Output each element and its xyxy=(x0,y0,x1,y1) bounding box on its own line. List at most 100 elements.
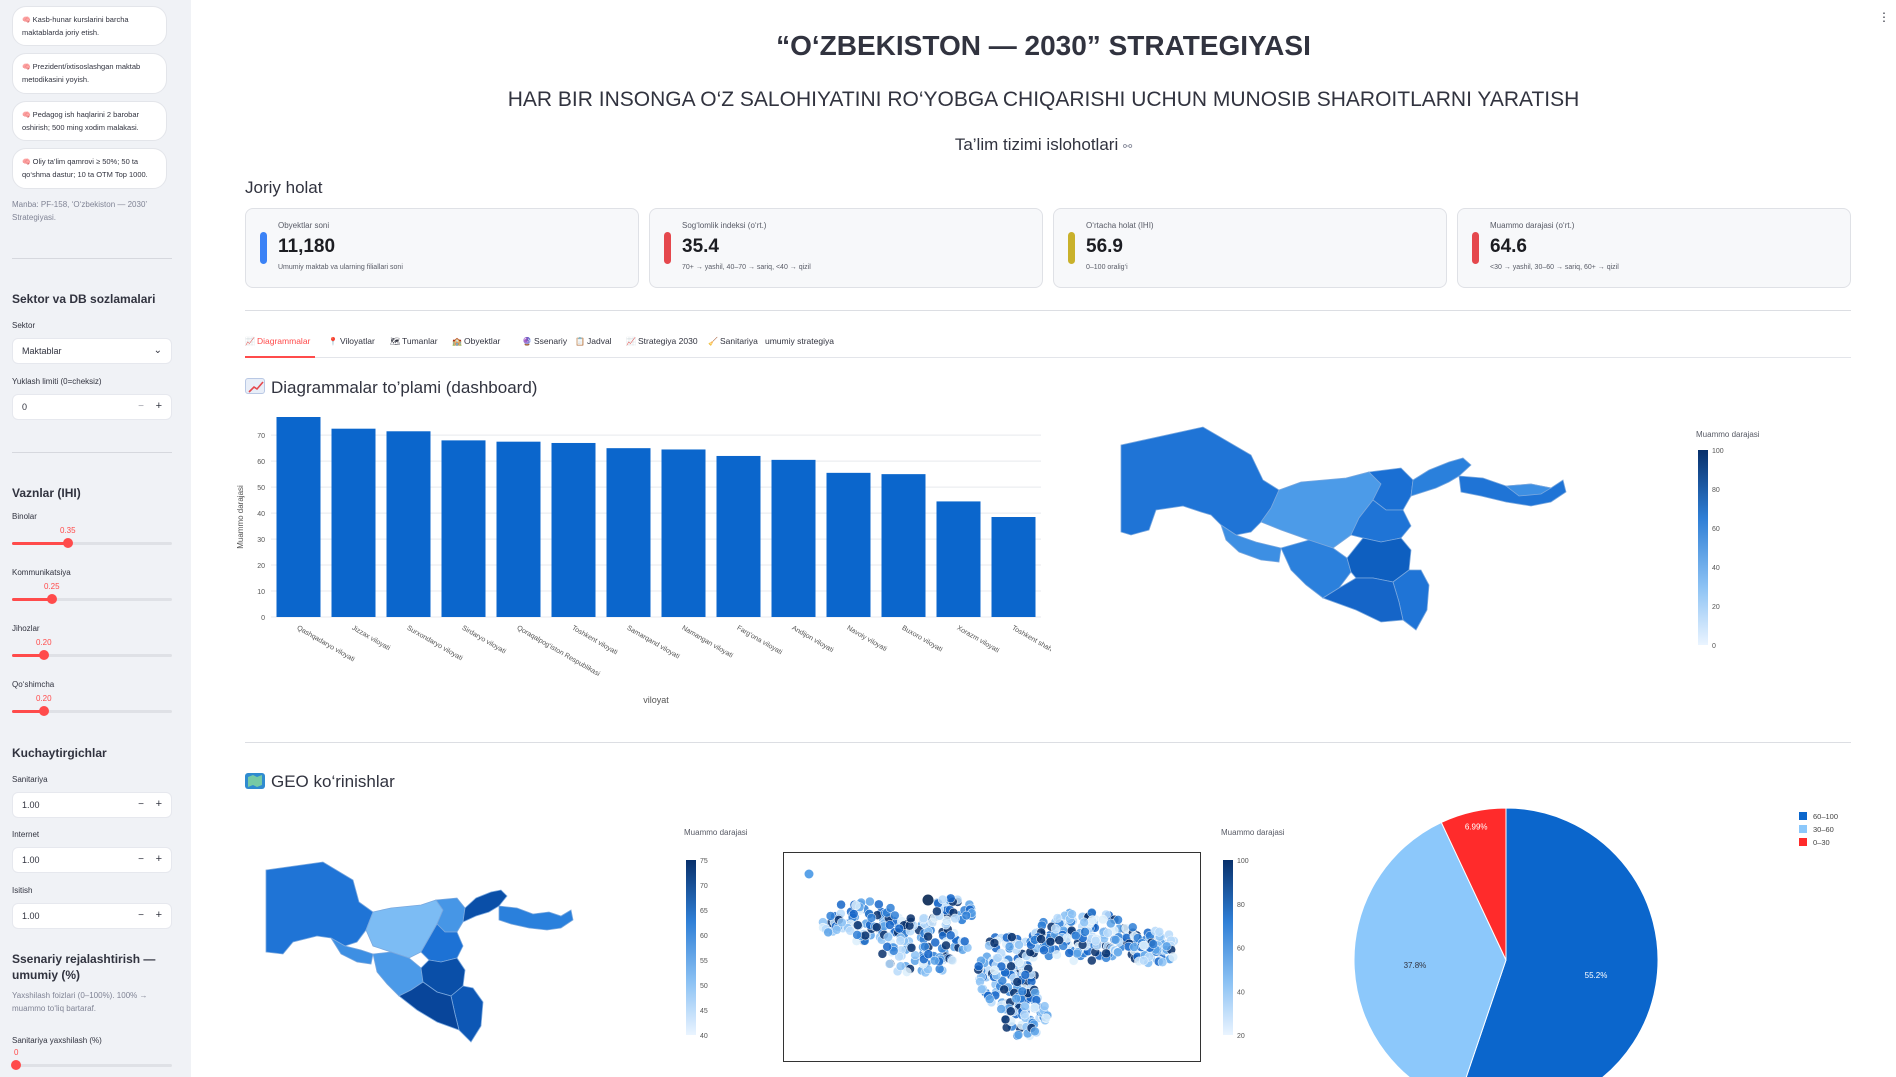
districts-choropleth-map[interactable] xyxy=(261,850,601,1070)
school-point xyxy=(860,930,870,941)
slider-thumb[interactable] xyxy=(47,594,57,604)
colorbar-tick: 20 xyxy=(1712,604,1720,611)
sidebar: 🧠 Kasb-hunar kurslarini barcha maktablar… xyxy=(0,0,191,1077)
school-point xyxy=(823,927,833,938)
dashboard-heading-text: Diagrammalar to’plami (dashboard) xyxy=(271,378,538,397)
bar[interactable] xyxy=(826,472,871,617)
school-point xyxy=(1030,1026,1040,1037)
bar[interactable] xyxy=(991,517,1036,617)
bar[interactable] xyxy=(606,448,651,617)
divider xyxy=(245,742,1851,743)
school-point xyxy=(851,900,861,911)
school-point xyxy=(961,910,972,921)
tab-ssenariy[interactable]: 🔮 Ssenariy xyxy=(522,336,567,346)
school-point xyxy=(1098,914,1108,925)
bar[interactable] xyxy=(496,441,541,617)
bar[interactable] xyxy=(551,442,596,617)
slider-thumb[interactable] xyxy=(63,538,73,548)
kpi-note: Umumiy maktab va ularning filiallari son… xyxy=(278,264,403,271)
tab-obyektlar[interactable]: 🏫 Obyektlar xyxy=(452,336,500,346)
bar[interactable] xyxy=(386,431,431,617)
limit-input-value: 0 xyxy=(22,402,28,412)
school-point xyxy=(1101,948,1111,959)
bar[interactable] xyxy=(441,440,486,617)
tab-strategiya-2030[interactable]: 📈 Strategiya 2030 xyxy=(626,336,698,346)
tab-umumiy-strategiya[interactable]: umumiy strategiya xyxy=(765,336,834,346)
school-point xyxy=(1071,930,1081,941)
increment-button[interactable]: + xyxy=(155,400,162,412)
bar[interactable] xyxy=(716,455,761,617)
weight-slider[interactable] xyxy=(12,706,172,716)
pie-slice-label: 6.99% xyxy=(1465,822,1488,831)
tab-diagrammalar[interactable]: 📈 Diagrammalar xyxy=(245,336,310,346)
pie-slice[interactable] xyxy=(1353,821,1507,1077)
tab-viloyatlar[interactable]: 📍 Viloyatlar xyxy=(328,336,375,346)
objects-scatter-map[interactable] xyxy=(783,852,1201,1062)
decrement-button[interactable]: − xyxy=(138,799,144,810)
map-region-tashkent xyxy=(462,889,508,923)
tab-tumanlar[interactable]: 🗺 Tumanlar xyxy=(390,336,438,346)
school-point xyxy=(837,917,847,928)
sector-select[interactable]: Maktablar ⌄ xyxy=(12,338,172,364)
uzbekistan-regions-map[interactable] xyxy=(1120,426,1567,631)
school-point xyxy=(845,926,855,936)
colorbar-objects-title: Muammo darajasi xyxy=(1221,828,1285,837)
school-point xyxy=(1004,941,1015,952)
link-icon[interactable]: ⚯ xyxy=(1122,141,1133,153)
weight-slider[interactable] xyxy=(12,650,172,660)
slider-thumb[interactable] xyxy=(39,706,49,716)
bar[interactable] xyxy=(331,428,376,617)
bar[interactable] xyxy=(276,417,321,617)
legend-label[interactable]: 30–60 xyxy=(1813,825,1834,834)
school-point xyxy=(1129,942,1139,952)
school-point xyxy=(1090,935,1101,946)
sidebar-divider xyxy=(12,258,172,259)
booster-input[interactable]: 1.00 − + xyxy=(12,847,172,873)
bar[interactable] xyxy=(936,501,981,617)
pie-slice[interactable] xyxy=(1457,807,1659,1077)
slider-thumb[interactable] xyxy=(39,650,49,660)
problem-level-bar-chart[interactable]: 0 10 20 30 40 50 60 70 Qashqadaryo viloyatiJizza… xyxy=(231,405,1051,715)
decrement-button[interactable]: − xyxy=(138,401,144,412)
tab-label: Tumanlar xyxy=(402,336,438,346)
sector-select-value: Maktablar xyxy=(22,346,62,356)
booster-input[interactable]: 1.00 − + xyxy=(12,792,172,818)
uzbekistan-districts-map[interactable] xyxy=(265,861,574,1043)
increment-button[interactable]: + xyxy=(155,853,162,865)
kpi-label: Muammo darajasi (o‘rt.) xyxy=(1490,221,1575,230)
kpi-note: <30 → yashil, 30–60 → sariq, 60+ → qizil xyxy=(1490,264,1619,271)
sanitation-improve-slider[interactable] xyxy=(11,1060,172,1070)
bar[interactable] xyxy=(661,449,706,617)
more-menu-icon[interactable]: ⋮ xyxy=(1878,10,1890,24)
school-point xyxy=(866,913,877,923)
legend-label[interactable]: 60–100 xyxy=(1813,812,1838,821)
regions-choropleth-map[interactable] xyxy=(1111,420,1671,700)
pie-legend[interactable]: 60–100 30–60 0–30 xyxy=(1799,808,1879,858)
weights-heading: Vaznlar (IHI) xyxy=(12,486,81,500)
bar[interactable] xyxy=(881,474,926,617)
limit-input[interactable]: 0 − + xyxy=(12,394,172,420)
bar[interactable] xyxy=(771,459,816,617)
decrement-button[interactable]: − xyxy=(138,854,144,865)
school-point xyxy=(930,937,940,948)
weight-slider[interactable] xyxy=(12,594,172,604)
school-point xyxy=(993,953,1003,963)
weight-slider[interactable] xyxy=(12,538,172,548)
tab-jadval[interactable]: 📋 Jadval xyxy=(575,336,612,346)
booster-input[interactable]: 1.00 − + xyxy=(12,903,172,929)
colorbar-top: 100 80 60 40 20 0 xyxy=(1698,448,1724,650)
problem-level-pie-chart[interactable]: 55.2% 37.8% 6.99% xyxy=(1331,800,1751,1077)
slider-thumb[interactable] xyxy=(11,1060,21,1070)
tab-bar-border xyxy=(245,357,1851,358)
school-point xyxy=(894,923,905,934)
tab-sanitariya[interactable]: 🧹 Sanitariya xyxy=(708,336,758,346)
school-point xyxy=(1127,922,1138,932)
pie-slice[interactable] xyxy=(1440,807,1507,961)
decrement-button[interactable]: − xyxy=(138,910,144,921)
legend-label[interactable]: 0–30 xyxy=(1813,838,1830,847)
increment-button[interactable]: + xyxy=(155,798,162,810)
school-point xyxy=(1138,955,1149,966)
increment-button[interactable]: + xyxy=(155,909,162,921)
school-point xyxy=(923,949,934,959)
school-point xyxy=(999,984,1009,995)
